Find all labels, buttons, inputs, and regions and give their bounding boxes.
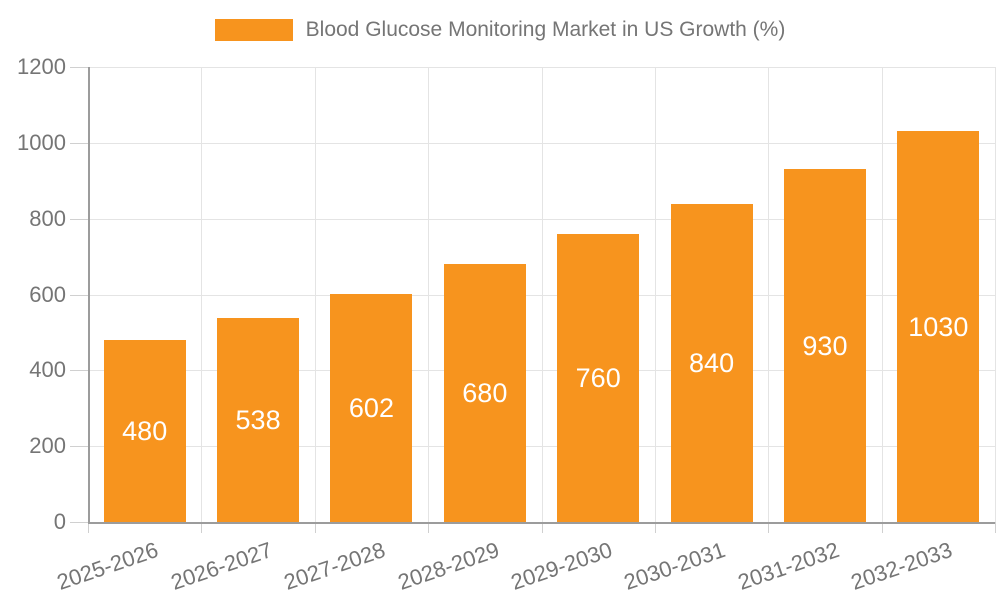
x-axis-tick bbox=[768, 522, 770, 533]
gridline-v bbox=[995, 67, 996, 522]
y-axis-label: 200 bbox=[29, 433, 66, 459]
bar-2028-2029[interactable]: 680 bbox=[443, 264, 526, 522]
gridline-v bbox=[881, 67, 883, 522]
y-axis-tick bbox=[70, 142, 88, 144]
gridline-v bbox=[428, 67, 430, 522]
y-axis-label: 0 bbox=[53, 509, 66, 534]
bar-2026-2027[interactable]: 538 bbox=[217, 318, 300, 522]
y-axis-tick bbox=[70, 522, 88, 523]
x-axis-label: 2028-2029 bbox=[394, 537, 502, 595]
x-axis-label: 2027-2028 bbox=[280, 537, 389, 595]
gridline-v bbox=[654, 67, 656, 522]
y-axis-line bbox=[88, 67, 90, 522]
bar-2030-2031[interactable]: 840 bbox=[670, 203, 753, 522]
x-axis-tick bbox=[654, 522, 656, 533]
x-axis-line bbox=[88, 522, 995, 524]
x-axis-tick bbox=[314, 522, 316, 533]
x-axis-tick bbox=[995, 522, 996, 533]
bar-value-label: 680 bbox=[462, 378, 508, 409]
gridline-v bbox=[541, 67, 543, 522]
bar-2025-2026[interactable]: 480 bbox=[103, 340, 186, 522]
x-axis-label: 2029-2030 bbox=[507, 537, 616, 595]
x-axis-tick bbox=[881, 522, 883, 533]
legend-item[interactable]: Blood Glucose Monitoring Market in US Gr… bbox=[0, 18, 1000, 42]
y-axis-tick bbox=[70, 446, 88, 448]
x-axis-tick bbox=[428, 522, 430, 533]
y-axis-tick bbox=[70, 370, 88, 372]
y-axis-tick bbox=[70, 218, 88, 220]
gridline-v bbox=[314, 67, 316, 522]
bar-value-label: 840 bbox=[689, 347, 735, 378]
bar-2031-2032[interactable]: 930 bbox=[783, 169, 866, 522]
x-axis-label: 2030-2031 bbox=[621, 537, 729, 595]
gridline-v bbox=[201, 67, 203, 522]
x-axis-label: 2031-2032 bbox=[734, 537, 843, 595]
bar-value-label: 480 bbox=[122, 416, 168, 446]
y-axis-label: 600 bbox=[29, 281, 66, 307]
legend-label: Blood Glucose Monitoring Market in US Gr… bbox=[305, 18, 786, 41]
x-axis-tick bbox=[541, 522, 543, 533]
bar-value-label: 1030 bbox=[908, 311, 969, 342]
y-axis-label: 800 bbox=[29, 205, 66, 231]
y-axis-tick bbox=[70, 67, 88, 68]
bar-value-label: 538 bbox=[235, 404, 281, 435]
bar-2032-2033[interactable]: 1030 bbox=[897, 131, 980, 522]
bar-value-label: 602 bbox=[348, 392, 394, 423]
bar-2027-2028[interactable]: 602 bbox=[330, 293, 413, 522]
x-axis-label: 2032-2033 bbox=[847, 537, 956, 595]
x-axis-tick bbox=[201, 522, 203, 533]
bar-2029-2030[interactable]: 760 bbox=[557, 233, 640, 522]
x-axis-tick bbox=[88, 522, 89, 533]
x-axis-label: 2025-2026 bbox=[54, 537, 162, 595]
y-axis-label: 400 bbox=[29, 357, 66, 383]
y-axis-label: 1000 bbox=[17, 129, 66, 155]
y-axis-tick bbox=[70, 294, 88, 296]
bar-value-label: 930 bbox=[802, 330, 848, 361]
legend-swatch bbox=[214, 19, 293, 41]
bar-value-label: 760 bbox=[575, 362, 621, 393]
y-axis-label: 1200 bbox=[17, 54, 66, 79]
gridline-v bbox=[768, 67, 770, 522]
x-axis-label: 2026-2027 bbox=[167, 537, 276, 595]
